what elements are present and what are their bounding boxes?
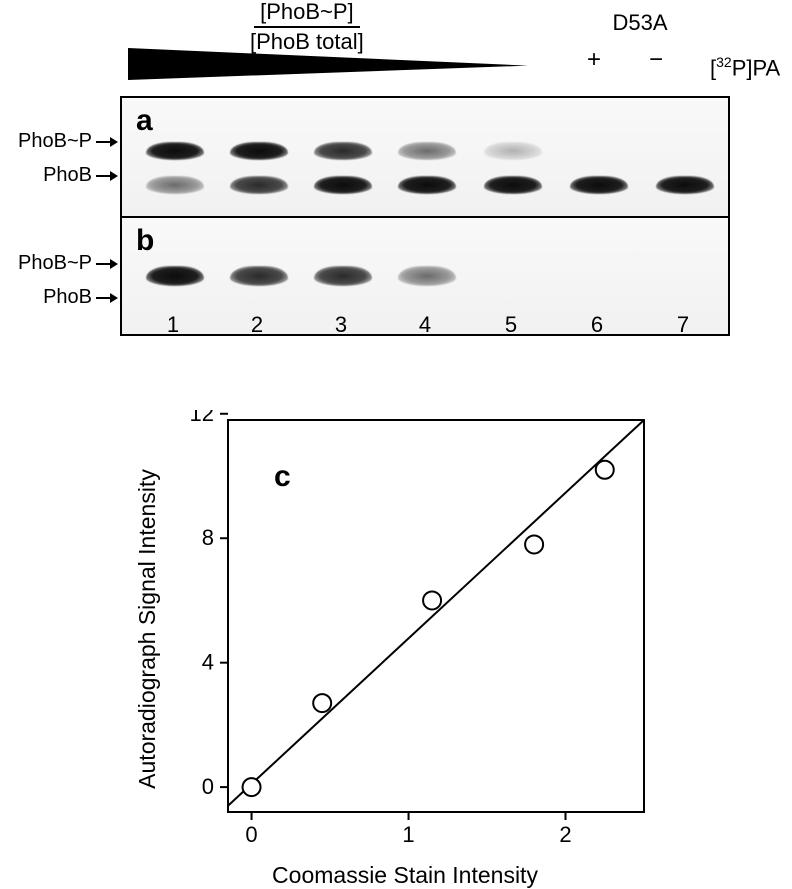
- label-text-phob: PhoB: [43, 164, 92, 187]
- d53a-label: D53A: [560, 10, 720, 36]
- gel-band-upper: [146, 142, 204, 160]
- lane-number: 5: [476, 312, 546, 338]
- gel-band-upper: [230, 266, 288, 286]
- lane-number: 3: [306, 312, 376, 338]
- row-label-phobp-b: PhoB~P: [18, 252, 118, 275]
- x-axis-label: Coomassie Stain Intensity: [156, 862, 654, 889]
- plus-sign: +: [587, 46, 649, 73]
- scatter-chart: 01204812 c: [156, 410, 654, 862]
- gel-lane: [392, 98, 462, 216]
- fraction-bar: [254, 26, 360, 28]
- gel-band-lower: [146, 176, 204, 194]
- tracer-post: P]PA: [732, 55, 781, 80]
- gel-band-lower: [656, 176, 714, 194]
- tracer-label: [32P]PA: [710, 54, 780, 81]
- lane-number: 4: [390, 312, 460, 338]
- label-text-phobp: PhoB~P: [18, 130, 92, 153]
- fraction-label: [PhoB~P] [PhoB total]: [250, 0, 364, 54]
- gel-lane: [224, 98, 294, 216]
- gel-band-lower: [484, 176, 542, 194]
- fraction-numerator: [PhoB~P]: [250, 0, 364, 24]
- tracer-sup: 32: [716, 54, 732, 70]
- lane-number: 2: [222, 312, 292, 338]
- arrow-icon: [96, 169, 118, 183]
- y-axis-label: Autoradiograph Signal Intensity: [134, 403, 161, 855]
- d53a-label-block: D53A +−: [560, 10, 720, 74]
- gel-band-lower: [314, 176, 372, 194]
- row-label-phob-b: PhoB: [43, 286, 118, 309]
- svg-text:12: 12: [190, 410, 214, 426]
- gel-lane: [564, 98, 634, 216]
- d53a-plus-minus: +−: [560, 46, 720, 74]
- gel-band-lower: [230, 176, 288, 194]
- gel-band-upper: [398, 142, 456, 160]
- label-text-phob: PhoB: [43, 286, 92, 309]
- gel-row-labels: PhoB~P PhoB PhoB~P PhoB: [0, 96, 118, 332]
- panel-letter-c: c: [274, 460, 291, 494]
- gel-band-upper: [314, 266, 372, 286]
- minus-sign: −: [649, 46, 711, 73]
- gel-lane: [478, 98, 548, 216]
- gel-band-upper: [398, 266, 456, 286]
- arrow-icon: [96, 257, 118, 271]
- label-text-phobp: PhoB~P: [18, 252, 92, 275]
- arrow-icon: [96, 135, 118, 149]
- svg-text:1: 1: [402, 822, 414, 847]
- gel-band-upper: [230, 142, 288, 160]
- lane-number: 6: [562, 312, 632, 338]
- svg-text:0: 0: [202, 774, 214, 799]
- lane-number: 7: [648, 312, 718, 338]
- gel-band-upper: [314, 142, 372, 160]
- gel-container: a b: [120, 96, 730, 336]
- svg-text:0: 0: [245, 822, 257, 847]
- gel-band-upper: [146, 266, 204, 286]
- gel-band-lower: [570, 176, 628, 194]
- svg-text:4: 4: [202, 650, 214, 675]
- gel-lane: [308, 98, 378, 216]
- gel-lane: [650, 98, 720, 216]
- svg-text:2: 2: [559, 822, 571, 847]
- gel-band-upper: [484, 142, 542, 160]
- lane-numbers-row: 1234567: [120, 312, 730, 342]
- arrow-icon: [96, 291, 118, 305]
- lane-number: 1: [138, 312, 208, 338]
- row-label-phob-a: PhoB: [43, 164, 118, 187]
- row-label-phobp-a: PhoB~P: [18, 130, 118, 153]
- figure-root: [PhoB~P] [PhoB total] D53A +− [32P]PA Ph…: [0, 0, 792, 888]
- fraction-denominator: [PhoB total]: [250, 30, 364, 54]
- svg-text:8: 8: [202, 525, 214, 550]
- gel-lane: [140, 98, 210, 216]
- gel-band-lower: [398, 176, 456, 194]
- top-annotations: [PhoB~P] [PhoB total] D53A +− [32P]PA: [120, 0, 750, 110]
- gel-panel-a: a: [122, 98, 728, 216]
